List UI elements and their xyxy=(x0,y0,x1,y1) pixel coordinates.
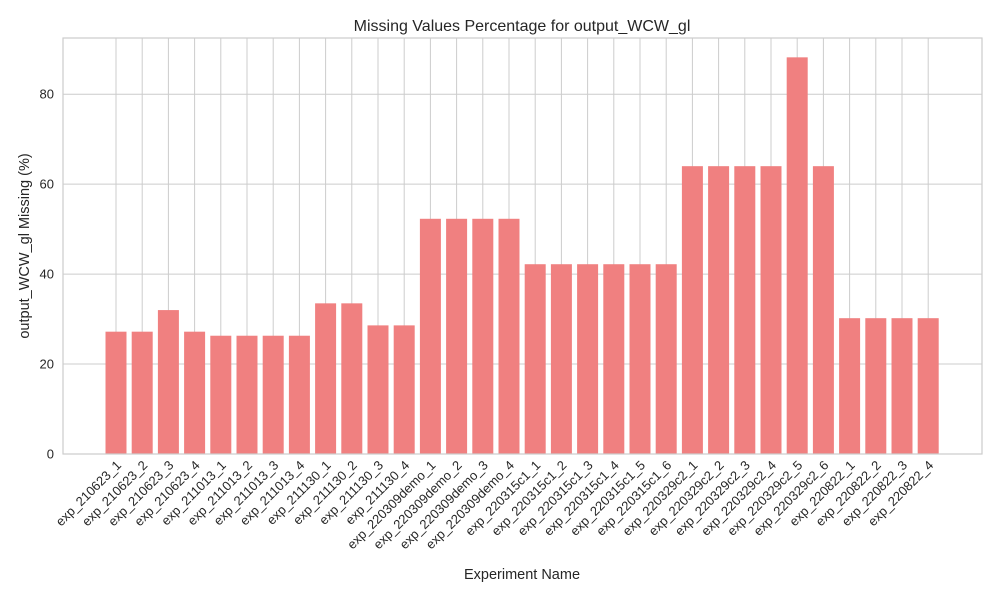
y-axis-ticks: 0 20 40 60 80 xyxy=(40,87,54,462)
bar-exp_220329c2_3 xyxy=(734,166,756,454)
bar-exp_220329c2_5 xyxy=(786,57,808,454)
bar-exp_211013_1 xyxy=(210,335,232,454)
bar-exp_220822_2 xyxy=(865,318,887,454)
bar-exp_220315c1_2 xyxy=(550,264,572,454)
bar-exp_220329c2_6 xyxy=(812,166,834,454)
bar-exp_210623_1 xyxy=(105,331,127,454)
bar-exp_211013_4 xyxy=(288,335,310,454)
bar-exp_220315c1_1 xyxy=(524,264,546,454)
y-tick-label: 20 xyxy=(40,357,54,372)
bar-exp_211130_4 xyxy=(393,325,415,454)
y-tick-label: 0 xyxy=(47,447,54,462)
chart-title: Missing Values Percentage for output_WCW… xyxy=(354,18,691,35)
bar-exp_211130_2 xyxy=(341,303,363,454)
bar-exp_220309demo_2 xyxy=(446,218,468,454)
bar-exp_220329c2_4 xyxy=(760,166,782,454)
bar-exp_220309demo_3 xyxy=(472,218,494,454)
bar-exp_220822_1 xyxy=(839,318,861,454)
bar-exp_220309demo_1 xyxy=(419,218,441,454)
y-tick-label: 60 xyxy=(40,177,54,192)
bar-exp_220822_3 xyxy=(891,318,913,454)
bar-exp_210623_2 xyxy=(131,331,153,454)
bar-exp_220822_4 xyxy=(917,318,939,454)
bar-exp_211130_1 xyxy=(315,303,337,454)
y-tick-label: 80 xyxy=(40,87,54,102)
bar-exp_220315c1_4 xyxy=(603,264,625,454)
y-axis-title: output_WCW_gl Missing (%) xyxy=(17,153,33,338)
bar-exp_211013_3 xyxy=(262,335,284,454)
bar-exp_220315c1_6 xyxy=(655,264,677,454)
bar-exp_220315c1_3 xyxy=(577,264,599,454)
bar-exp_211130_3 xyxy=(367,325,389,454)
bar-exp_210623_4 xyxy=(184,331,206,454)
y-tick-label: 40 xyxy=(40,267,54,282)
bar-exp_211013_2 xyxy=(236,335,258,454)
bar-exp_210623_3 xyxy=(157,310,179,454)
bar-exp_220309demo_4 xyxy=(498,218,520,454)
bar-exp_220315c1_5 xyxy=(629,264,651,454)
x-axis-title: Experiment Name xyxy=(464,567,580,583)
bars xyxy=(105,57,939,454)
bar-exp_220329c2_2 xyxy=(708,166,730,454)
x-axis-ticks: exp_210623_1exp_210623_2exp_210623_3exp_… xyxy=(53,458,937,552)
bar-exp_220329c2_1 xyxy=(681,166,703,454)
plot-frame xyxy=(62,37,983,455)
